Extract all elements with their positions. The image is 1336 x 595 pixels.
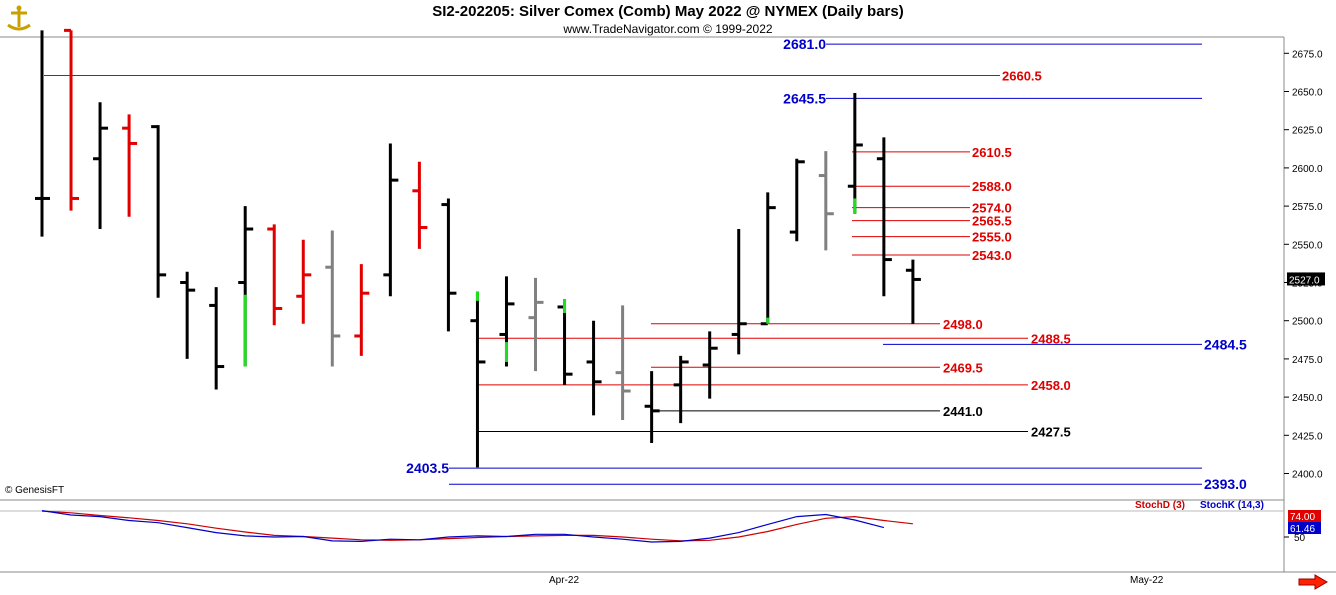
level-label: 2393.0: [1204, 476, 1247, 492]
ohlc-bar: [586, 320, 602, 416]
stochd-legend: StochD (3): [1135, 500, 1185, 511]
ohlc-bar: [557, 299, 573, 385]
level-label: 2488.5: [1031, 331, 1071, 346]
ohlc-bar: [296, 239, 312, 324]
ohlc-bar: [151, 125, 167, 298]
last-price-label: 2527.0: [1289, 275, 1320, 286]
ohlc-bar: [209, 287, 225, 390]
level-label: 2681.0: [783, 36, 826, 52]
price-tick-label: 2675.0: [1292, 49, 1323, 60]
ohlc-bar: [267, 224, 283, 326]
chart-subtitle: www.TradeNavigator.com © 1999-2022: [563, 22, 773, 36]
level-label: 2498.0: [943, 317, 983, 332]
price-tick-label: 2550.0: [1292, 240, 1323, 251]
price-tick-label: 2500.0: [1292, 317, 1323, 328]
ohlc-bar: [64, 28, 80, 211]
level-label: 2660.5: [1002, 68, 1042, 83]
level-label: 2469.5: [943, 360, 983, 375]
ohlc-bar: [876, 137, 892, 297]
ohlc-bar: [35, 30, 50, 237]
level-label: 2484.5: [1204, 336, 1247, 352]
ohlc-bar: [325, 230, 341, 367]
ohlc-bar: [354, 264, 370, 356]
level-label: 2565.5: [972, 214, 1012, 229]
stochk-line: [41, 510, 885, 543]
level-label: 2403.5: [406, 460, 449, 476]
level-label: 2441.0: [943, 404, 983, 419]
ohlc-bar: [615, 305, 631, 421]
ohlc-bar: [702, 331, 718, 399]
stochd-line: [41, 510, 913, 542]
level-label: 2574.0: [972, 201, 1012, 216]
trade-navigator-logo-icon: [4, 3, 34, 38]
stochd-value-label: 74.00: [1290, 512, 1315, 523]
ohlc-bar: [905, 259, 921, 324]
x-axis-label-may: May-22: [1130, 575, 1164, 586]
price-tick-label: 2600.0: [1292, 164, 1323, 175]
ohlc-bar: [412, 161, 428, 249]
level-label: 2610.5: [972, 145, 1012, 160]
price-tick-label: 2625.0: [1292, 126, 1323, 137]
ohlc-bar: [470, 291, 486, 468]
ohlc-bar: [238, 206, 254, 367]
stochd-value-marker: [1288, 510, 1321, 522]
ohlc-bar: [644, 371, 660, 443]
last-price-marker: [1287, 272, 1325, 286]
stochk-value-label: 61.46: [1290, 524, 1315, 535]
ohlc-bar: [383, 143, 399, 297]
price-tick-label: 2425.0: [1292, 431, 1323, 442]
ohlc-bar: [818, 151, 834, 251]
level-label: 2458.0: [1031, 378, 1071, 393]
ohlc-bar: [731, 229, 747, 355]
stoch-tick-label: 50: [1294, 533, 1306, 544]
x-axis-label-apr: Apr-22: [549, 575, 580, 586]
level-label: 2645.5: [783, 90, 826, 106]
price-tick-label: 2400.0: [1292, 470, 1323, 481]
level-label: 2543.0: [972, 248, 1012, 263]
level-label: 2555.0: [972, 230, 1012, 245]
level-label: 2588.0: [972, 179, 1012, 194]
price-tick-label: 2450.0: [1292, 393, 1323, 404]
ohlc-bar: [760, 192, 776, 326]
ohlc-bar: [93, 102, 109, 230]
ohlc-bar: [499, 276, 515, 367]
ohlc-bar: [441, 198, 457, 332]
ohlc-bar: [847, 93, 863, 214]
price-tick-label: 2650.0: [1292, 88, 1323, 99]
stochk-value-marker: [1288, 522, 1321, 534]
ohlc-bar: [122, 114, 138, 217]
price-tick-label: 2575.0: [1292, 202, 1323, 213]
ohlc-bar: [180, 271, 196, 359]
chart-title: SI2-202205: Silver Comex (Comb) May 2022…: [432, 3, 904, 20]
copyright-label: © GenesisFT: [5, 485, 65, 496]
ohlc-bar: [528, 277, 544, 372]
scroll-right-arrow-icon[interactable]: [1298, 574, 1328, 595]
level-label: 2427.5: [1031, 424, 1071, 439]
ohlc-bar: [789, 158, 805, 242]
price-tick-label: 2475.0: [1292, 355, 1323, 366]
stochk-legend: StochK (14,3): [1200, 500, 1264, 511]
ohlc-bar: [673, 355, 689, 424]
